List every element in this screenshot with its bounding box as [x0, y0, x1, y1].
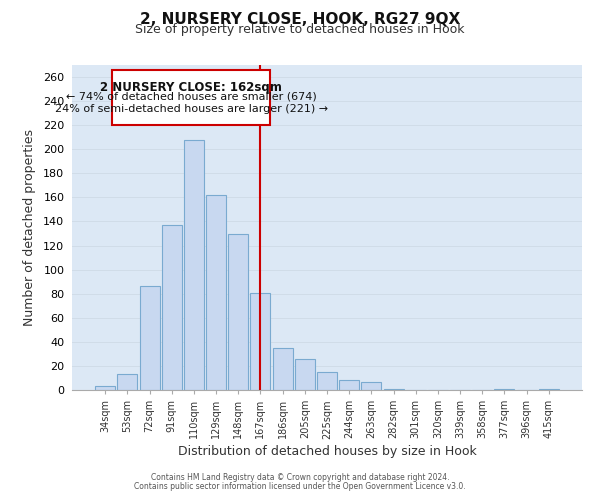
Bar	[295, 358, 315, 390]
Text: ← 74% of detached houses are smaller (674): ← 74% of detached houses are smaller (67…	[66, 92, 317, 102]
Text: 24% of semi-detached houses are larger (221) →: 24% of semi-detached houses are larger (…	[55, 104, 328, 114]
Bar	[494, 389, 514, 390]
Bar	[539, 389, 559, 390]
Text: 2, NURSERY CLOSE, HOOK, RG27 9QX: 2, NURSERY CLOSE, HOOK, RG27 9QX	[140, 12, 460, 28]
Text: Contains HM Land Registry data © Crown copyright and database right 2024.: Contains HM Land Registry data © Crown c…	[151, 474, 449, 482]
Bar	[118, 374, 137, 390]
Bar	[184, 140, 204, 390]
Bar	[162, 225, 182, 390]
X-axis label: Distribution of detached houses by size in Hook: Distribution of detached houses by size …	[178, 446, 476, 458]
Bar	[250, 292, 271, 390]
Bar	[228, 234, 248, 390]
Bar	[206, 195, 226, 390]
Bar	[272, 348, 293, 390]
Bar	[317, 372, 337, 390]
Text: Contains public sector information licensed under the Open Government Licence v3: Contains public sector information licen…	[134, 482, 466, 491]
Text: Size of property relative to detached houses in Hook: Size of property relative to detached ho…	[135, 22, 465, 36]
Bar	[140, 286, 160, 390]
Bar	[383, 389, 404, 390]
FancyBboxPatch shape	[112, 70, 271, 125]
Bar	[339, 380, 359, 390]
Bar	[361, 382, 382, 390]
Y-axis label: Number of detached properties: Number of detached properties	[23, 129, 36, 326]
Bar	[95, 386, 115, 390]
Text: 2 NURSERY CLOSE: 162sqm: 2 NURSERY CLOSE: 162sqm	[100, 80, 282, 94]
